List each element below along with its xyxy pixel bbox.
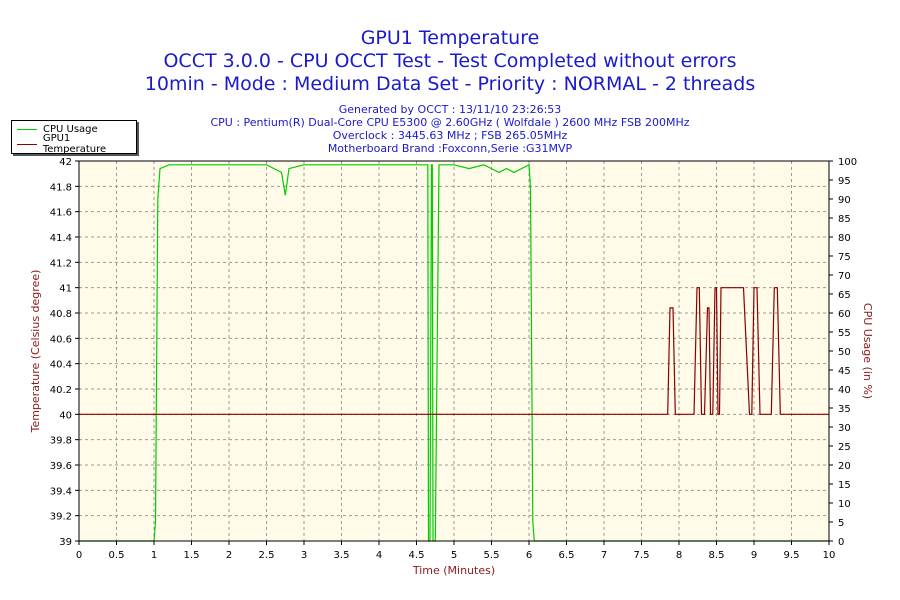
x-tick-label: 9 — [751, 550, 757, 561]
x-tick-label: 4.5 — [409, 550, 425, 561]
y2-tick-label: 20 — [838, 461, 851, 472]
info-overclock: Overclock : 3445.63 MHz ; FSB 265.05MHz — [332, 129, 568, 142]
info-generated: Generated by OCCT : 13/11/10 23:26:53 — [338, 103, 562, 116]
y2-tick-label: 50 — [838, 347, 851, 358]
y2-tick-label: 80 — [838, 233, 851, 244]
y-tick-label: 42 — [59, 157, 72, 168]
y2-tick-label: 10 — [838, 499, 851, 510]
x-tick-label: 5 — [451, 550, 457, 561]
series-line-gpu1-temperature — [79, 287, 829, 415]
y-tick-label: 40 — [59, 410, 72, 421]
x-tick-label: 1.5 — [184, 550, 200, 561]
x-tick-label: 2 — [226, 550, 232, 561]
chart-legend: CPU Usage GPU1 Temperature — [11, 120, 137, 155]
x-tick-label: 3.5 — [334, 550, 350, 561]
y2-tick-label: 85 — [838, 214, 851, 225]
y2-tick-label: 100 — [838, 157, 857, 168]
y2-tick-label: 30 — [838, 423, 851, 434]
y-tick-label: 41.4 — [50, 233, 72, 244]
x-tick-label: 0 — [76, 550, 82, 561]
x-tick-label: 8.5 — [709, 550, 725, 561]
y2-tick-label: 5 — [838, 518, 844, 529]
x-tick-label: 0.5 — [109, 550, 125, 561]
y-tick-label: 39.8 — [50, 436, 72, 447]
legend-label-cpu-usage: CPU Usage — [43, 123, 98, 135]
x-tick-label: 7 — [601, 550, 607, 561]
y-tick-label: 40.6 — [50, 334, 72, 345]
x-tick-label: 7.5 — [634, 550, 650, 561]
x-tick-label: 4 — [376, 550, 382, 561]
y2-tick-label: 75 — [838, 252, 851, 263]
y-tick-label: 41 — [59, 284, 72, 295]
legend-item-cpu-usage: CPU Usage — [12, 122, 98, 136]
y-tick-label: 39.4 — [50, 486, 72, 497]
y-tick-label: 41.2 — [50, 258, 72, 269]
legend-label-gpu-temperature: GPU1 Temperature — [42, 133, 107, 155]
y2-axis-label: CPU Usage (in %) — [861, 303, 874, 399]
y2-tick-label: 25 — [838, 442, 851, 453]
y2-tick-label: 90 — [838, 195, 851, 206]
y-tick-label: 40.8 — [50, 309, 72, 320]
y-tick-label: 39.2 — [50, 512, 72, 523]
y-axis-label: Temperature (Celsius degree) — [29, 270, 42, 434]
x-tick-label: 6 — [526, 550, 532, 561]
y-tick-label: 39 — [59, 537, 72, 548]
legend-swatch-cpu-usage — [17, 128, 37, 130]
y2-tick-label: 45 — [838, 366, 851, 377]
x-tick-label: 9.5 — [784, 550, 800, 561]
y2-tick-label: 65 — [838, 290, 851, 301]
y2-tick-label: 35 — [838, 404, 851, 415]
info-motherboard: Motherboard Brand :Foxconn,Serie :G31MVP — [327, 142, 573, 155]
y2-tick-label: 40 — [838, 385, 851, 396]
y2-tick-label: 55 — [838, 328, 851, 339]
x-tick-label: 10 — [823, 550, 836, 561]
chart-title: GPU1 Temperature — [360, 27, 540, 49]
x-axis-label: Time (Minutes) — [412, 564, 495, 577]
x-tick-label: 8 — [676, 550, 682, 561]
x-tick-label: 1 — [151, 550, 157, 561]
y-tick-label: 41.6 — [50, 208, 72, 219]
x-tick-label: 2.5 — [259, 550, 275, 561]
x-tick-label: 3 — [301, 550, 307, 561]
y2-tick-label: 60 — [838, 309, 851, 320]
y-tick-label: 39.6 — [50, 461, 72, 472]
info-cpu: CPU : Pentium(R) Dual-Core CPU E5300 @ 2… — [210, 116, 690, 129]
legend-item-gpu-temperature: GPU1 Temperature — [12, 133, 136, 155]
y-tick-label: 41.8 — [50, 182, 72, 193]
plot-area — [79, 161, 829, 541]
y-tick-label: 40.4 — [50, 360, 72, 371]
chart-subtitle-1: OCCT 3.0.0 - CPU OCCT Test - Test Comple… — [163, 50, 737, 72]
y2-tick-label: 15 — [838, 480, 851, 491]
chart-subtitle-2: 10min - Mode : Medium Data Set - Priorit… — [144, 73, 756, 95]
y2-tick-label: 95 — [838, 176, 851, 187]
y-tick-label: 40.2 — [50, 385, 72, 396]
x-tick-label: 5.5 — [484, 550, 500, 561]
legend-swatch-gpu-temperature — [17, 143, 37, 145]
y2-tick-label: 70 — [838, 271, 851, 282]
y2-tick-label: 0 — [838, 537, 844, 548]
x-tick-label: 6.5 — [559, 550, 575, 561]
